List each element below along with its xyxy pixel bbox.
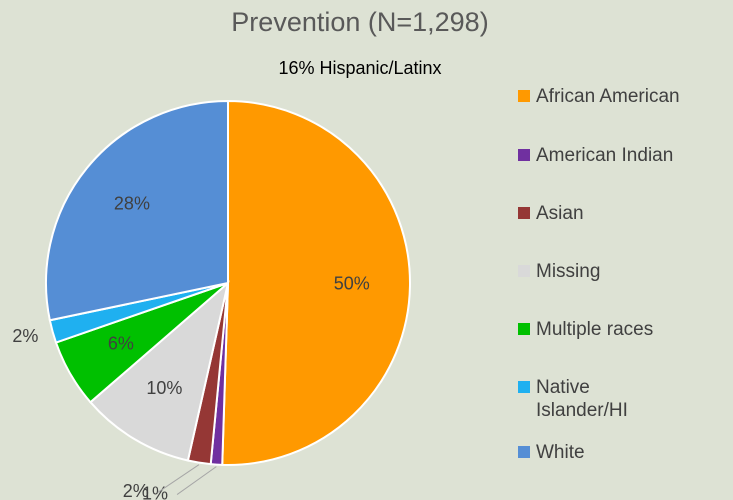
legend-swatch	[518, 207, 530, 219]
legend-swatch	[518, 381, 530, 393]
legend-swatch	[518, 446, 530, 458]
chart-title: Prevention (N=1,298)	[231, 7, 488, 37]
legend-item: Asian	[518, 202, 706, 225]
legend-item: American Indian	[518, 144, 706, 167]
pie-slice	[45, 99, 229, 322]
legend-item: Multiple races	[518, 318, 706, 341]
legend-label: White	[536, 442, 585, 463]
leader-line	[157, 464, 200, 493]
legend-label: Multiple races	[536, 319, 654, 340]
legend-item: African American	[518, 85, 706, 108]
pie-slice	[89, 280, 230, 462]
leader-line	[176, 466, 217, 495]
data-label: 2%	[12, 326, 38, 346]
legend-label: American Indian	[536, 145, 674, 166]
legend-swatch	[518, 149, 530, 161]
legend-label: African American	[536, 86, 680, 107]
data-label: 10%	[146, 378, 182, 398]
data-label: 28%	[114, 194, 150, 214]
data-label: 50%	[334, 274, 370, 294]
legend-label: Missing	[536, 261, 601, 282]
pie-slice	[221, 99, 411, 466]
legend-item: Missing	[518, 260, 706, 283]
data-label: 1%	[142, 483, 168, 500]
legend-label: Asian	[536, 203, 584, 224]
legend-item: White	[518, 441, 706, 464]
legend-swatch	[518, 90, 530, 102]
chart-subtitle: 16% Hispanic/Latinx	[278, 58, 441, 78]
legend-swatch	[518, 323, 530, 335]
legend-swatch	[518, 265, 530, 277]
legend-item: Native Islander/HI	[518, 376, 651, 422]
data-label: 6%	[108, 334, 134, 354]
data-label: 2%	[123, 481, 149, 500]
legend-label: Native Islander/HI	[536, 377, 628, 421]
